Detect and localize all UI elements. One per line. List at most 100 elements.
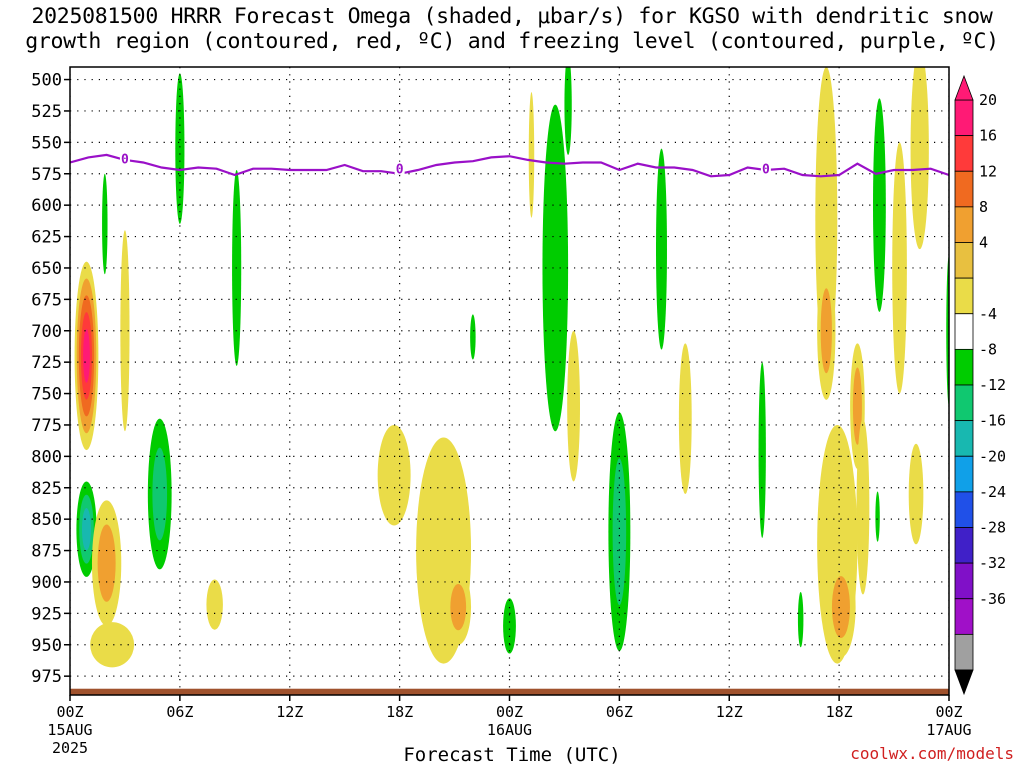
y-tick-label: 550 (31, 133, 62, 153)
x-tick-label: 12Z (276, 703, 303, 721)
colorbar-swatch (954, 170, 974, 208)
omega-field (74, 67, 949, 668)
omega-contour-fill (612, 458, 627, 606)
colorbar-label: -28 (979, 519, 1006, 537)
colorbar-label: 20 (979, 91, 997, 109)
colorbar-swatch (954, 491, 974, 528)
y-tick-label: 975 (31, 667, 62, 687)
colorbar-label: 12 (979, 162, 997, 180)
omega-cell (826, 556, 856, 658)
omega-contour-fill (120, 230, 130, 432)
y-tick-label: 825 (31, 479, 62, 499)
x-tick-label: 18Z (386, 703, 413, 721)
omega-contour-fill (564, 67, 572, 155)
omega-cell (892, 142, 907, 394)
omega-cell (91, 500, 122, 626)
omega-contour-fill (678, 343, 692, 495)
colorbar-label: -36 (979, 590, 1006, 608)
x-tick-label: 00Z (496, 703, 523, 721)
y-tick-label: 875 (31, 542, 62, 562)
colorbar-swatch (954, 455, 974, 493)
colorbar-swatch (954, 562, 974, 600)
grid-lines (70, 67, 949, 695)
omega-cell (567, 330, 581, 482)
colorbar-label: -24 (979, 483, 1006, 501)
omega-cell (377, 424, 411, 526)
freezing-level-line (70, 153, 949, 178)
colorbar-swatch (954, 348, 974, 386)
omega-cell (175, 73, 185, 224)
colorbar-swatch (954, 99, 974, 137)
x-tick-label: 06Z (166, 703, 193, 721)
omega-cell (873, 98, 886, 312)
omega-contour-fill (377, 424, 411, 526)
colorbar: 20 16 12 8 4 -4 -8 -12 -16 -20 -24 -28 -32 -36 (954, 74, 1006, 696)
omega-contour-fill (910, 67, 929, 250)
y-axis: 500 525 550 575 600 625 650 675 700 725 750 775 800 8… (31, 71, 70, 687)
colorbar-label: -32 (979, 554, 1006, 572)
x-date-label: 17AUG (926, 721, 971, 739)
y-tick-label: 625 (31, 228, 62, 248)
omega-cell (102, 173, 108, 275)
colorbar-swatch (954, 206, 974, 243)
colorbar-label: -4 (979, 305, 997, 323)
y-tick-label: 725 (31, 353, 62, 373)
colorbar-label: -8 (979, 340, 997, 358)
credit-text: coolwx.com/models (850, 744, 1014, 763)
y-tick-label: 500 (31, 71, 62, 91)
omega-cell (206, 579, 223, 630)
omega-contour-fill (892, 142, 907, 394)
omega-contour-fill (875, 491, 880, 542)
omega-cell (797, 592, 804, 648)
colorbar-label: -12 (979, 376, 1006, 394)
omega-contour-fill (102, 173, 108, 275)
freezing-level-label: 0 (396, 163, 404, 178)
omega-contour-fill (450, 583, 467, 631)
colorbar-swatch (954, 420, 974, 457)
colorbar-swatch (954, 277, 974, 315)
colorbar-label: -20 (979, 447, 1006, 465)
surface-band (70, 688, 949, 695)
x-tick-label: 00Z (56, 703, 83, 721)
omega-contour-fill (175, 73, 185, 224)
x-year-label: 2025 (52, 739, 88, 757)
omega-contour-fill (758, 362, 766, 538)
omega-contour-fill (656, 148, 667, 350)
colorbar-swatch (954, 633, 974, 671)
colorbar-label: 16 (979, 127, 997, 145)
freezing-level-label: 0 (121, 153, 129, 168)
x-tick-label: 06Z (606, 703, 633, 721)
omega-contour-fill (831, 576, 850, 638)
colorbar-swatch (954, 313, 974, 350)
omega-contour-fill (82, 507, 91, 551)
omega-cell (564, 67, 572, 155)
x-axis-title: Forecast Time (UTC) (403, 744, 621, 766)
omega-cell (528, 92, 535, 218)
colorbar-swatch (954, 135, 974, 172)
colorbar-label: -16 (979, 412, 1006, 430)
omega-cell (503, 598, 516, 654)
omega-cell (470, 314, 476, 360)
omega-contour-fill (152, 447, 168, 541)
omega-cell (875, 491, 880, 542)
omega-cell (656, 148, 667, 350)
colorbar-swatch (954, 598, 974, 635)
omega-cell (908, 443, 924, 545)
omega-contour-fill (908, 443, 924, 545)
omega-cell (542, 104, 569, 432)
colorbar-top-arrow (954, 74, 974, 101)
omega-contour-fill (567, 330, 581, 482)
y-tick-label: 575 (31, 165, 62, 185)
freezing-level-contour: 0 0 0 (70, 151, 949, 178)
y-tick-label: 925 (31, 604, 62, 624)
omega-cell (608, 412, 631, 652)
y-tick-label: 525 (31, 102, 62, 122)
colorbar-label: 8 (979, 198, 988, 216)
omega-contour-fill (503, 598, 516, 654)
omega-cell (445, 569, 472, 645)
y-tick-label: 800 (31, 447, 62, 467)
x-tick-label: 12Z (716, 703, 743, 721)
y-tick-label: 850 (31, 510, 62, 530)
omega-cell (758, 362, 766, 538)
colorbar-label: 4 (979, 234, 988, 252)
